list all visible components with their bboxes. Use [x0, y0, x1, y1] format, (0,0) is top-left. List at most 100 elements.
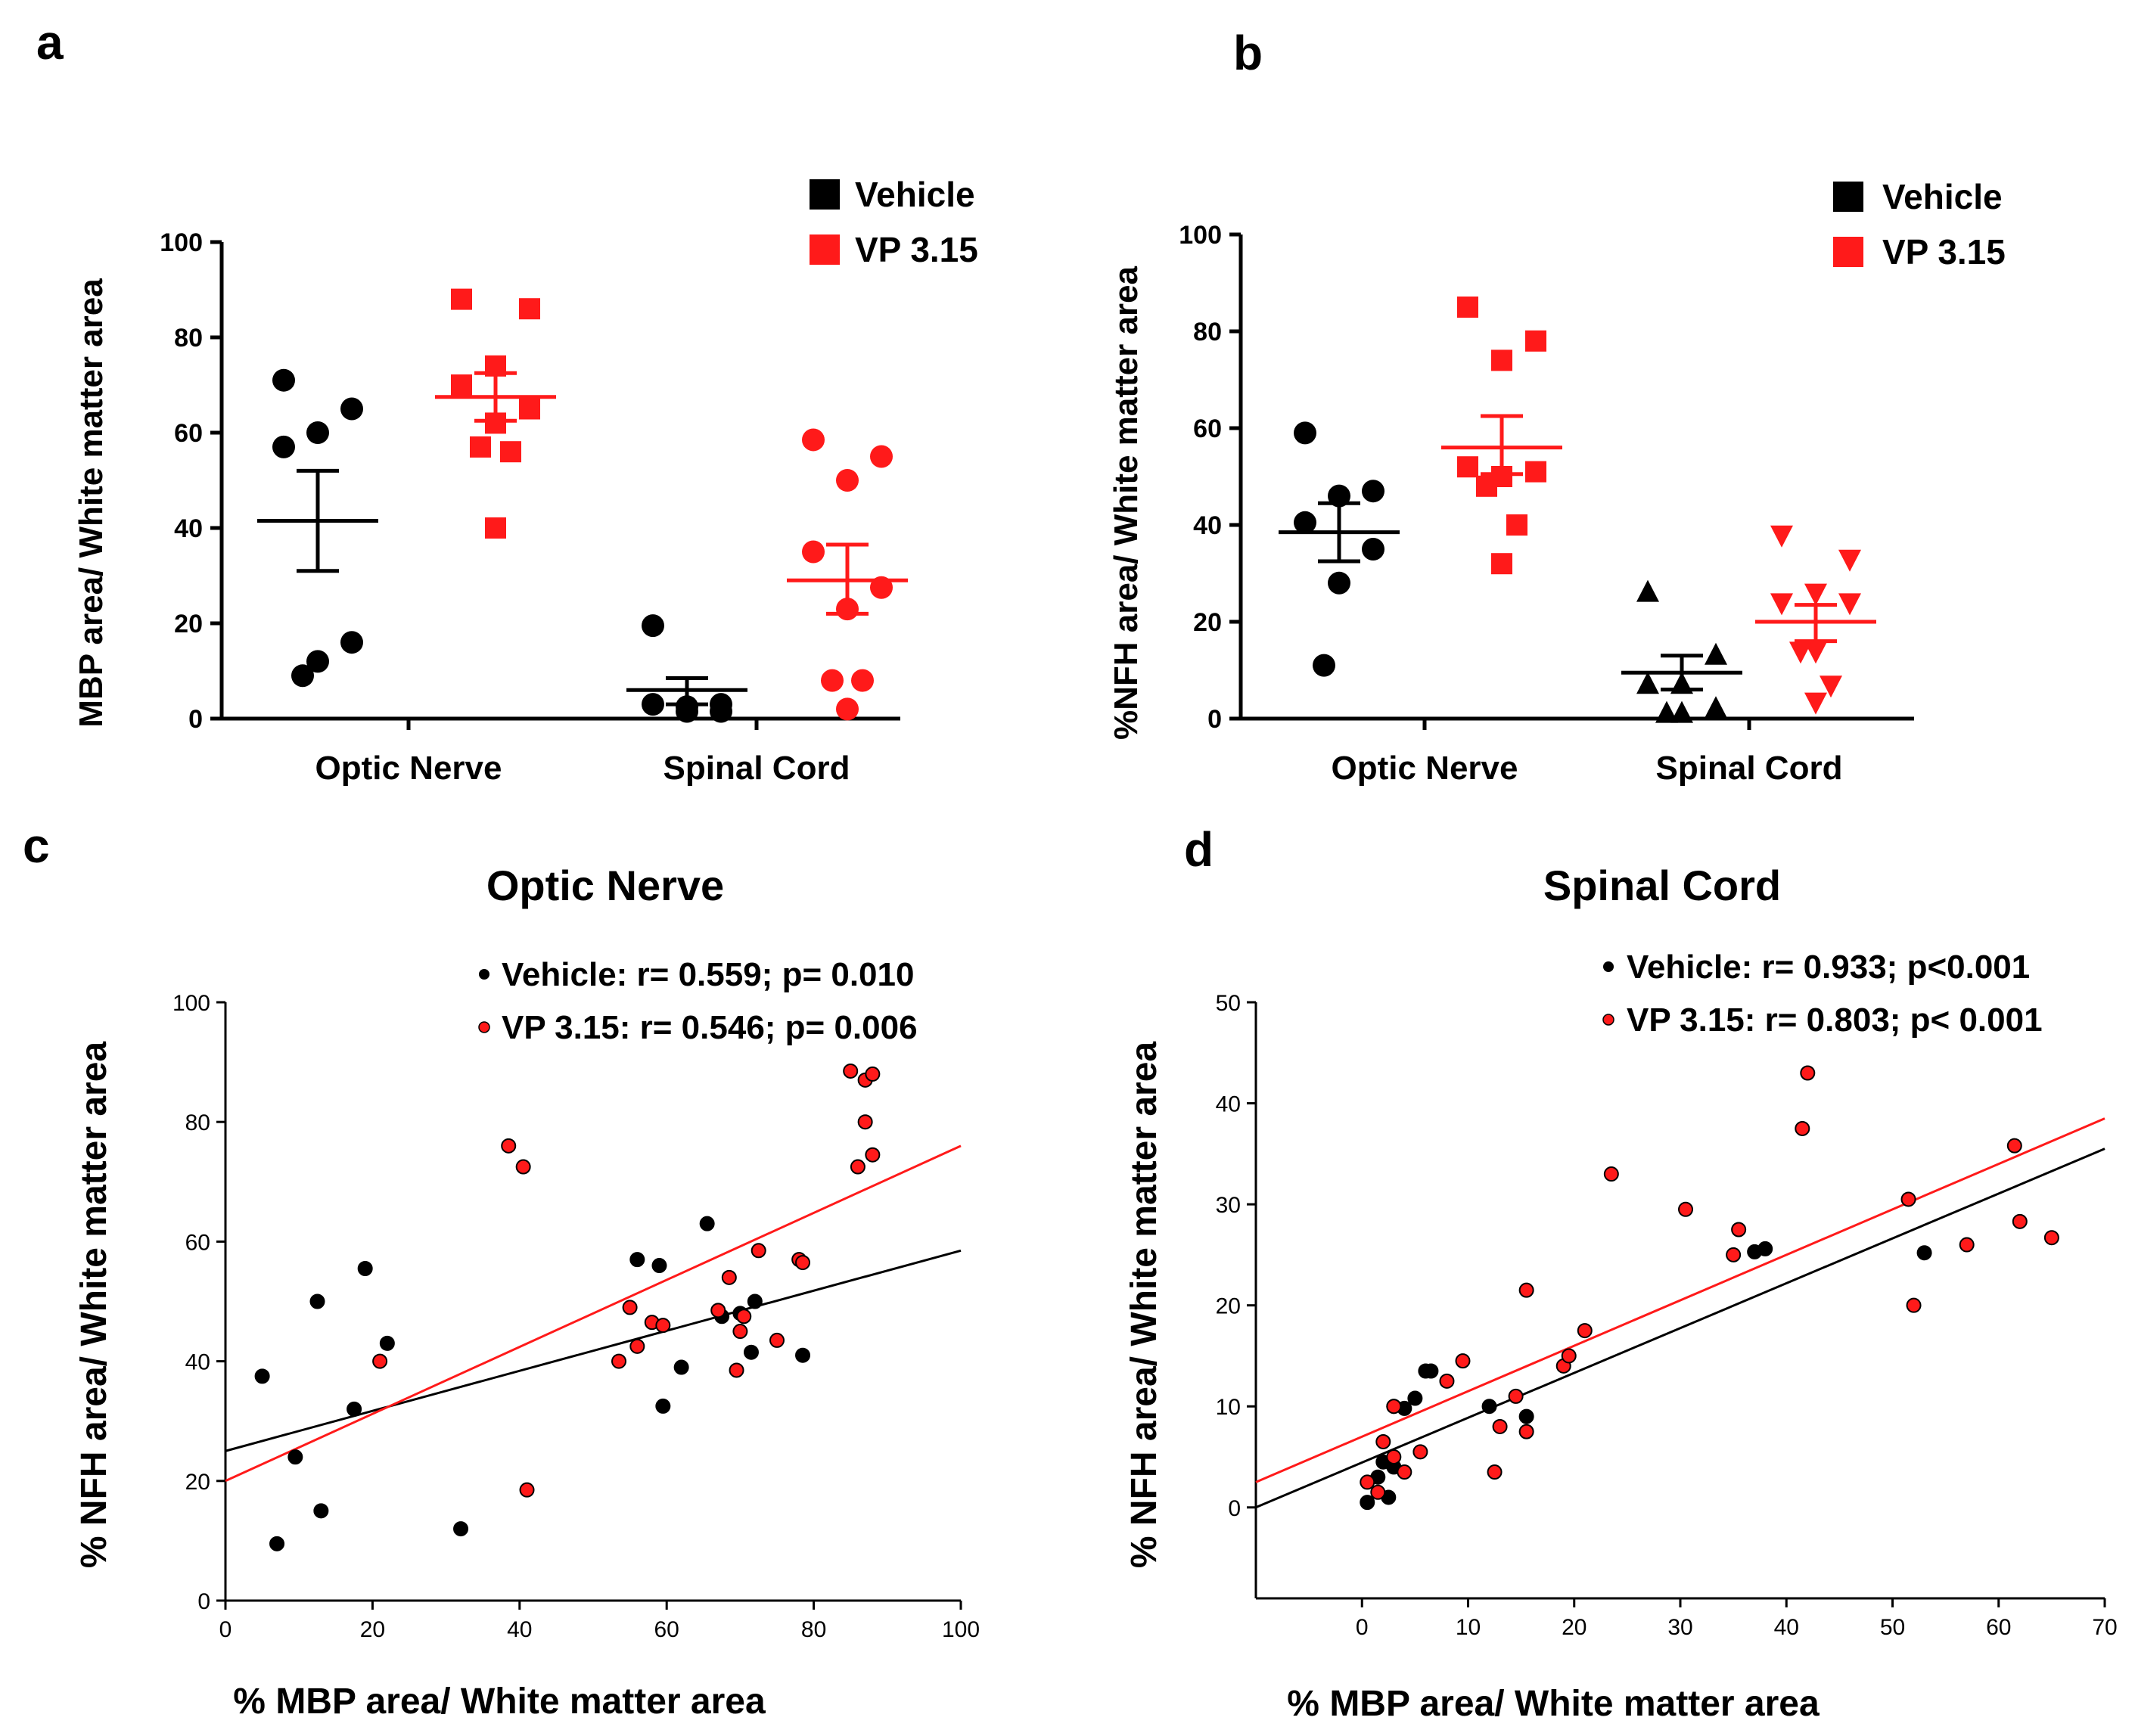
data-point-vp315	[751, 1243, 766, 1259]
y-tick-label: 100	[160, 228, 203, 257]
data-point-vehicle	[1481, 1399, 1497, 1415]
y-tick-label: 20	[1216, 1294, 1241, 1319]
data-point-vp315	[485, 517, 506, 539]
panel-d-plot	[1255, 1065, 2105, 1511]
data-point-vehicle	[1705, 696, 1727, 719]
panel-b-ylabel: %NFH area/ White matter area	[1108, 266, 1145, 740]
data-point-vehicle	[347, 1401, 362, 1417]
data-point-vp315	[1439, 1373, 1455, 1389]
panel-d-x-ticks: 0 10 20 30 40 50 60 70	[1356, 1598, 2118, 1640]
data-point-vp315	[836, 469, 859, 492]
data-point-vehicle	[1362, 480, 1384, 503]
data-point-vehicle	[313, 1503, 329, 1519]
legend-label-vp315: VP 3.15: r= 0.546; p= 0.006	[502, 1009, 918, 1046]
y-tick-label: 40	[1216, 1092, 1241, 1117]
data-point-vp315	[1492, 1418, 1508, 1434]
panel-d-legend: Vehicle: r= 0.933; p<0.001 VP 3.15: r= 0…	[1602, 949, 2043, 1039]
data-point-vehicle	[1705, 642, 1727, 665]
data-point-vp315	[843, 1063, 859, 1079]
data-point-vp315	[1491, 553, 1512, 575]
panel-a: a Vehicle VP 3.15 MBP area/ White matter…	[36, 15, 978, 787]
data-point-vp315	[1838, 593, 1861, 616]
data-point-vehicle	[340, 631, 363, 654]
data-point-vp315	[1678, 1201, 1694, 1217]
data-point-vp315	[1508, 1388, 1524, 1404]
data-point-vehicle	[272, 435, 295, 458]
y-tick-label: 40	[174, 514, 203, 543]
data-point-vp315	[622, 1300, 638, 1315]
y-tick-label: 30	[1216, 1193, 1241, 1218]
data-point-vp315	[1820, 675, 1842, 698]
panel-b: b Vehicle VP 3.15 %NFH area/ White matte…	[1108, 26, 2006, 787]
data-point-vp315	[451, 288, 472, 310]
x-tick-label: 70	[2092, 1615, 2117, 1640]
data-point-vp315	[519, 1482, 535, 1498]
data-point-vp315	[1804, 583, 1827, 606]
data-point-vehicle	[629, 1252, 645, 1268]
panel-c-letter: c	[23, 818, 50, 873]
data-point-vp315	[857, 1114, 873, 1130]
legend-marker-vp315	[1602, 1014, 1614, 1026]
data-point-vehicle	[1655, 700, 1678, 723]
data-point-vp315	[1518, 1424, 1534, 1439]
panel-b-category-spinal-cord: Spinal Cord	[1656, 750, 1843, 787]
data-point-vehicle	[306, 650, 329, 673]
data-point-vp315	[519, 298, 540, 320]
panel-d-title: Spinal Cord	[1543, 862, 1781, 909]
data-point-vp315	[655, 1318, 671, 1334]
y-tick-label: 0	[188, 705, 203, 734]
panel-b-legend: Vehicle VP 3.15	[1833, 177, 2006, 272]
panel-b-category-optic-nerve: Optic Nerve	[1332, 750, 1518, 787]
legend-marker-vehicle	[479, 969, 489, 980]
data-point-vp315	[1804, 692, 1827, 715]
data-point-vp315	[1375, 1433, 1391, 1449]
data-point-vehicle	[747, 1293, 763, 1309]
data-point-vp315	[515, 1159, 531, 1175]
data-point-vehicle	[1328, 571, 1350, 595]
legend-label-vehicle: Vehicle	[855, 175, 975, 214]
data-point-vehicle	[1294, 511, 1316, 534]
data-point-vp315	[729, 1362, 744, 1378]
data-point-vehicle	[651, 1258, 667, 1274]
data-point-vp315	[1386, 1399, 1402, 1415]
data-point-vp315	[710, 1303, 726, 1318]
data-point-vp315	[519, 398, 540, 420]
y-tick-label: 40	[1193, 511, 1222, 540]
panel-d-ylabel: % NFH area/ White matter area	[1124, 1042, 1164, 1569]
data-point-vehicle	[1407, 1390, 1423, 1406]
panel-c-xlabel: % MBP area/ White matter area	[233, 1682, 766, 1722]
x-tick-label: 40	[507, 1617, 532, 1642]
data-point-vp315	[1838, 549, 1861, 572]
data-point-vp315	[500, 441, 521, 463]
panel-c-title: Optic Nerve	[486, 862, 724, 909]
y-tick-label: 80	[1193, 318, 1222, 346]
data-point-vp315	[1789, 641, 1812, 664]
data-point-vp315	[850, 1159, 865, 1175]
legend-label-vehicle: Vehicle: r= 0.559; p= 0.010	[502, 956, 914, 993]
x-tick-label: 50	[1880, 1615, 1905, 1640]
panel-d-xlabel: % MBP area/ White matter area	[1287, 1684, 1820, 1724]
data-point-vp315	[451, 374, 472, 396]
data-point-vp315	[629, 1338, 645, 1354]
panel-d-axes: 0 10 20 30 40 50 60 70 0 10 20 30 40 50	[1216, 991, 2118, 1640]
data-point-vehicle	[1362, 538, 1384, 561]
regression-line-vehicle	[225, 1249, 962, 1452]
data-point-vehicle	[1636, 672, 1659, 694]
panel-a-letter: a	[36, 15, 64, 70]
data-point-vehicle	[1636, 579, 1659, 602]
data-point-vp315	[1800, 1065, 1816, 1081]
data-point-vehicle	[1294, 421, 1316, 445]
panel-a-legend: Vehicle VP 3.15	[810, 175, 978, 269]
regression-line-vehicle	[1255, 1147, 2105, 1509]
panel-a-axes: Optic Nerve Spinal Cord 0 20 40 60 80 100	[160, 228, 900, 787]
data-point-vp315	[1906, 1297, 1922, 1313]
data-point-vehicle	[1916, 1245, 1932, 1261]
data-point-vehicle	[269, 1536, 285, 1551]
data-point-vp315	[851, 669, 874, 692]
panel-b-axes: Optic Nerve Spinal Cord 0 20 40 60 80 100	[1179, 221, 1914, 787]
legend-swatch-vp315	[1833, 237, 1863, 267]
data-point-vehicle	[453, 1521, 469, 1537]
data-point-vp315	[1412, 1444, 1428, 1460]
x-tick-label: 60	[654, 1617, 679, 1642]
